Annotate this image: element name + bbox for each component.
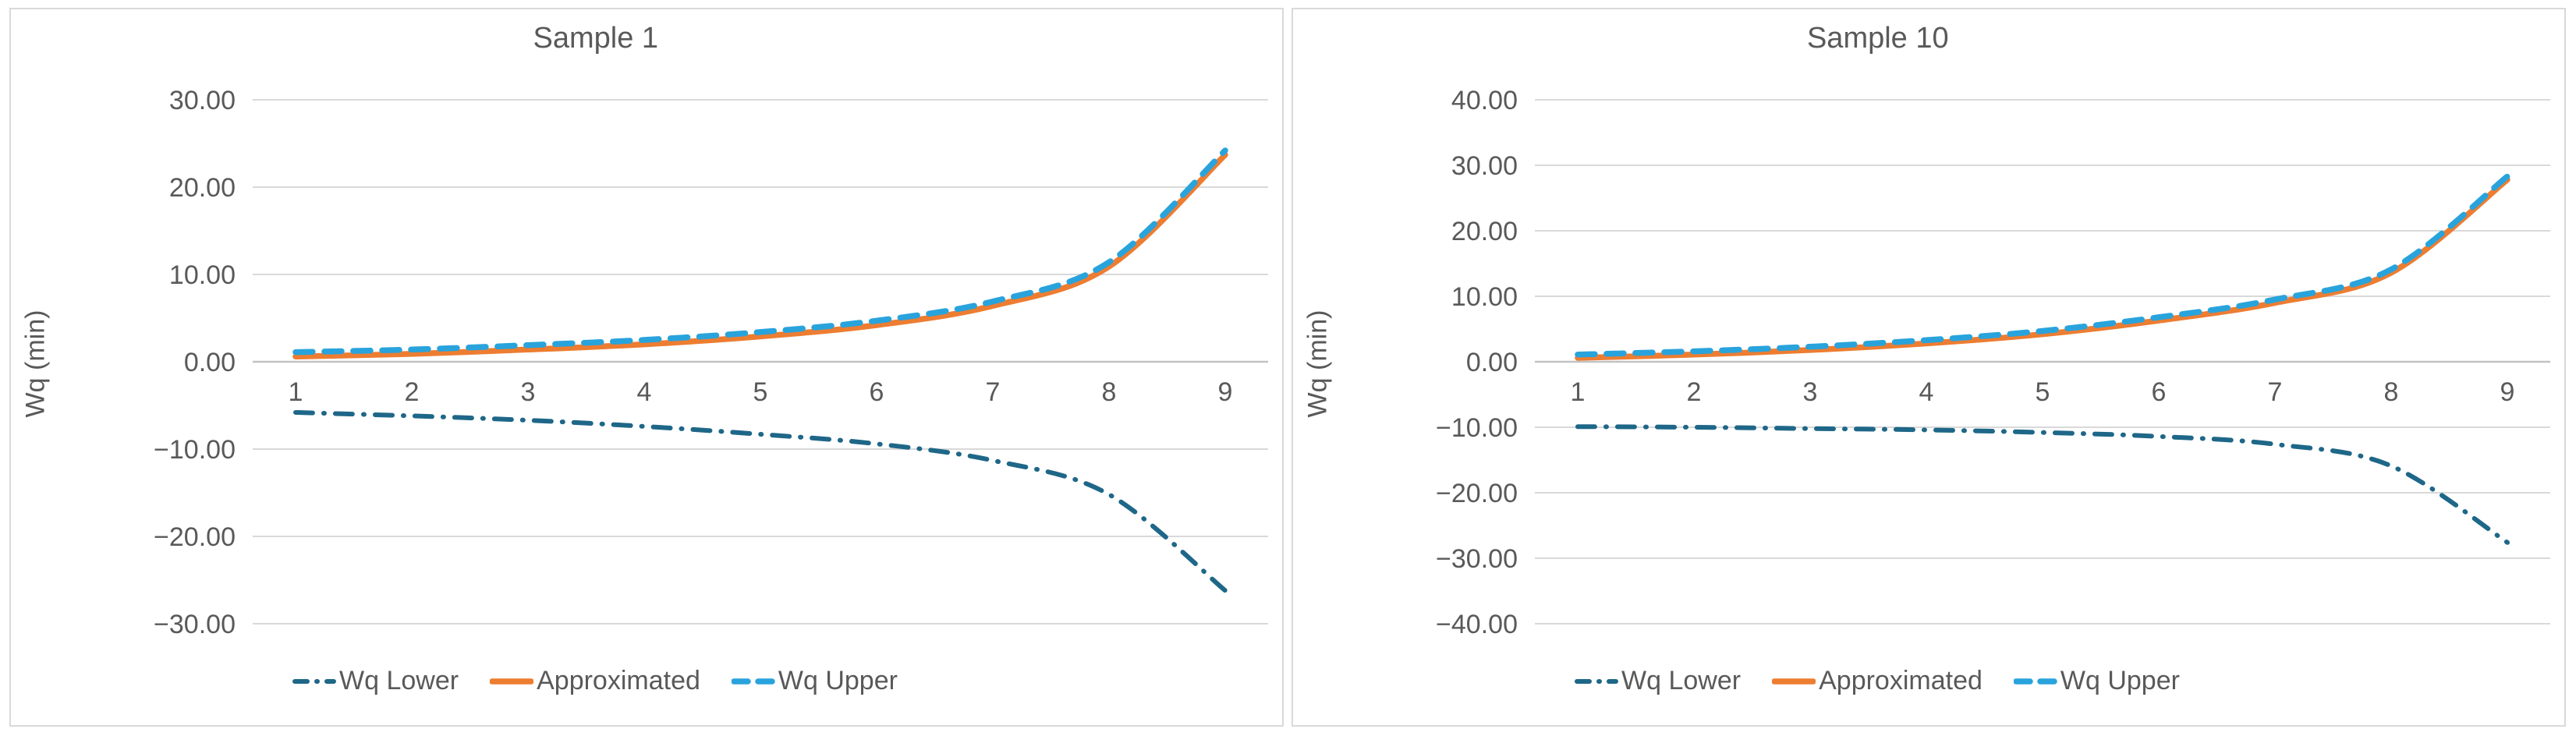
chart-title: Sample 1 — [533, 22, 659, 55]
x-tick-label: 7 — [986, 377, 1001, 407]
line-chart-sample-10: 40.00 30.00 20.00 10.00 0.00 −10.00 −20.00 −30.… — [1436, 86, 2550, 639]
x-tick-label: 6 — [2152, 377, 2167, 407]
x-tick-label: 6 — [870, 377, 884, 407]
legend-label: Approximated — [1819, 666, 1982, 695]
x-tick-label: 9 — [2500, 377, 2515, 407]
x-tick-label: 8 — [1102, 377, 1117, 407]
y-tick-label: 40.00 — [1451, 86, 1518, 115]
x-tick-label: 3 — [521, 377, 536, 407]
y-axis-title: Wq (min) — [1302, 310, 1333, 418]
legend-label: Wq Lower — [1621, 666, 1742, 695]
x-tick-label: 4 — [637, 377, 652, 407]
legend: Wq Lower Approximated Wq Upper — [0, 666, 1231, 696]
y-tick-label: −10.00 — [1436, 413, 1518, 443]
x-tick-label: 7 — [2268, 377, 2283, 407]
series-wq-upper — [1575, 173, 2510, 358]
y-tick-label: −10.00 — [154, 435, 236, 465]
legend-item-wq-upper: Wq Upper — [731, 666, 898, 696]
legend-marker-solid — [1772, 678, 1816, 685]
y-tick-label: 10.00 — [1451, 282, 1518, 312]
y-tick-label: −20.00 — [1436, 479, 1518, 508]
legend-label: Wq Upper — [2060, 666, 2180, 695]
x-tick-label: 9 — [1218, 377, 1233, 407]
y-tick-label: −20.00 — [154, 522, 236, 552]
y-tick-label: −40.00 — [1436, 610, 1518, 639]
y-tick-label: 10.00 — [169, 260, 236, 290]
chart-panel-sample-10: 40.00 30.00 20.00 10.00 0.00 −10.00 −20.00 −30.… — [1292, 8, 2566, 727]
y-tick-label: 0.00 — [1466, 348, 1518, 377]
x-tick-label: 2 — [405, 377, 420, 407]
legend-item-approximated: Approximated — [490, 666, 700, 696]
legend-marker-dash-dot — [1575, 678, 1619, 684]
x-tick-label: 1 — [1571, 377, 1586, 407]
y-tick-label: −30.00 — [154, 610, 236, 639]
y-tick-label: 20.00 — [169, 173, 236, 203]
x-tick-label: 4 — [1919, 377, 1934, 407]
legend: Wq Lower Approximated Wq Upper — [1242, 666, 2513, 696]
legend-marker-solid — [490, 678, 534, 685]
legend-marker-dashed — [731, 678, 775, 685]
legend-marker-dash-dot — [292, 678, 337, 684]
y-tick-label: 30.00 — [1451, 151, 1518, 181]
legend-label: Wq Upper — [778, 666, 898, 695]
legend-item-wq-lower: Wq Lower — [292, 666, 459, 696]
legend-item-wq-lower: Wq Lower — [1575, 666, 1741, 696]
series-approximated — [292, 151, 1228, 360]
line-chart-sample-1: 30.00 20.00 10.00 0.00 −10.00 −20.00 −30.00 1 2 3… — [154, 86, 1268, 639]
legend-marker-dashed — [2013, 678, 2057, 685]
legend-item-wq-upper: Wq Upper — [2013, 666, 2180, 696]
legend-item-approximated: Approximated — [1772, 666, 1982, 696]
x-tick-label: 2 — [1687, 377, 1702, 407]
y-tick-label: 30.00 — [169, 86, 236, 115]
series-wq-lower — [1575, 424, 2510, 545]
y-axis-title: Wq (min) — [20, 310, 51, 418]
x-tick-label: 3 — [1803, 377, 1818, 407]
x-tick-label: 5 — [2036, 377, 2050, 407]
y-tick-label: −30.00 — [1436, 544, 1518, 574]
y-tick-label: 20.00 — [1451, 217, 1518, 246]
y-tick-label: 0.00 — [184, 348, 236, 377]
series-wq-lower — [293, 410, 1228, 593]
x-tick-label: 8 — [2384, 377, 2399, 407]
legend-label: Wq Lower — [339, 666, 459, 695]
chart-title: Sample 10 — [1806, 22, 1949, 55]
chart-panel-sample-1: 30.00 20.00 10.00 0.00 −10.00 −20.00 −30.00 1 2 3… — [9, 8, 1284, 727]
x-tick-label: 5 — [753, 377, 768, 407]
legend-label: Approximated — [537, 666, 700, 695]
series-wq-upper — [292, 147, 1228, 356]
x-tick-label: 1 — [289, 377, 303, 407]
series-approximated — [1575, 176, 2510, 361]
